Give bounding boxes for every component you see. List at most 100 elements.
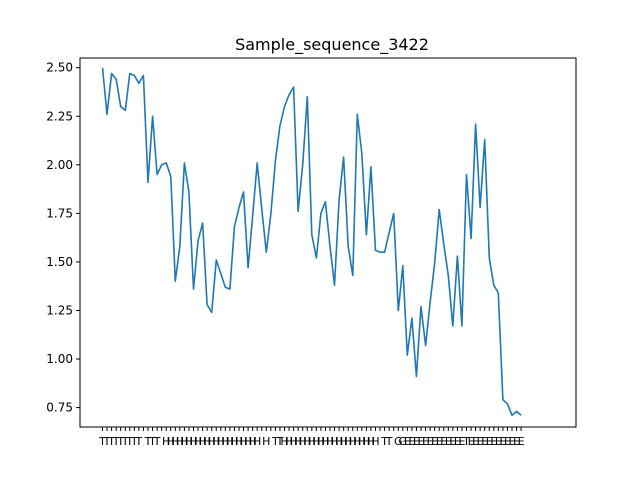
y-tick-label: 0.75 <box>46 401 73 415</box>
x-tick-label: H <box>280 435 288 448</box>
chart-title: Sample_sequence_3422 <box>235 35 429 55</box>
x-tick-label: E <box>486 435 493 448</box>
x-tick-label: H <box>326 435 334 448</box>
plot-frame <box>79 57 577 428</box>
x-tick-label: H <box>171 435 179 448</box>
x-tick-label: H <box>230 435 238 448</box>
x-tick-label: T <box>148 435 156 448</box>
y-tick-label: 2.00 <box>46 158 73 172</box>
x-tick-label: H <box>285 435 293 448</box>
x-tick-label: H <box>249 435 257 448</box>
x-tick-label: T <box>121 435 129 448</box>
x-tick-label: H <box>317 435 325 448</box>
y-tick-label: 1.25 <box>46 303 73 317</box>
x-tick-label: T <box>380 435 388 448</box>
x-tick-label: E <box>445 435 452 448</box>
x-tick-label: E <box>449 435 456 448</box>
x-tick-label: E <box>490 435 497 448</box>
x-tick-label: E <box>427 435 434 448</box>
x-tick-label: G <box>399 435 408 448</box>
x-tick-label: H <box>308 435 316 448</box>
y-tick-label: 2.25 <box>46 109 73 123</box>
x-tick-label: H <box>294 435 302 448</box>
x-tick-label: H <box>344 435 352 448</box>
x-tick-label: T <box>462 435 470 448</box>
y-tick-label: 2.50 <box>46 61 73 75</box>
x-tick-label: E <box>481 435 488 448</box>
x-tick-label: E <box>418 435 425 448</box>
x-tick-label: E <box>472 435 479 448</box>
x-tick-label: H <box>358 435 366 448</box>
x-tick-label: E <box>454 435 461 448</box>
x-tick-label: E <box>468 435 475 448</box>
x-tick-label: T <box>125 435 133 448</box>
x-tick-label: T <box>153 435 161 448</box>
x-tick-label: E <box>408 435 415 448</box>
x-tick-label: H <box>185 435 193 448</box>
x-tick-label: H <box>176 435 184 448</box>
x-tick-label: H <box>235 435 243 448</box>
x-tick-label: G <box>394 435 403 448</box>
x-tick-label: H <box>335 435 343 448</box>
x-tick-label: E <box>513 435 520 448</box>
x-tick-label: T <box>103 435 111 448</box>
x-tick-label: H <box>253 435 261 448</box>
x-tick-label: H <box>299 435 307 448</box>
x-tick-label: H <box>371 435 379 448</box>
x-tick-label: H <box>362 435 370 448</box>
x-tick-label: H <box>239 435 247 448</box>
x-tick-label: T <box>385 435 393 448</box>
x-tick-label: T <box>135 435 143 448</box>
x-tick-label: H <box>330 435 338 448</box>
x-tick-label: E <box>431 435 438 448</box>
x-tick-label: H <box>167 435 175 448</box>
x-tick-label: T <box>271 435 279 448</box>
x-tick-label: H <box>221 435 229 448</box>
y-tick-label: 1.75 <box>46 206 73 220</box>
x-tick-label: H <box>217 435 225 448</box>
x-tick-label: T <box>116 435 124 448</box>
x-tick-label: T <box>144 435 152 448</box>
x-tick-label: E <box>458 435 465 448</box>
x-tick-label: E <box>504 435 511 448</box>
x-tick-label: H <box>340 435 348 448</box>
y-tick-label: 1.50 <box>46 255 73 269</box>
plot-series <box>101 67 522 417</box>
x-tick-label: H <box>289 435 297 448</box>
x-tick-label: T <box>107 435 115 448</box>
y-axis: 0.75 1.00 1.25 1.50 1.75 2.00 2.25 2.50 <box>46 61 80 415</box>
x-tick-label: H <box>198 435 206 448</box>
x-tick-label: H <box>180 435 188 448</box>
x-tick-label: H <box>162 435 170 448</box>
x-tick-label: H <box>226 435 234 448</box>
x-tick-label: E <box>518 435 525 448</box>
x-tick-label: E <box>495 435 502 448</box>
x-tick-label: H <box>244 435 252 448</box>
x-tick-label: H <box>367 435 375 448</box>
x-tick-label: H <box>353 435 361 448</box>
x-tick-label: E <box>477 435 484 448</box>
x-tick-label: H <box>349 435 357 448</box>
x-tick-label: E <box>499 435 506 448</box>
x-tick-label: E <box>404 435 411 448</box>
series-line <box>101 67 522 417</box>
x-tick-label: E <box>509 435 516 448</box>
x-tick-label: E <box>440 435 447 448</box>
x-tick-label: T <box>98 435 106 448</box>
x-tick-label: H <box>208 435 216 448</box>
y-tick-label: 1.00 <box>46 352 73 366</box>
x-tick-label: T <box>130 435 138 448</box>
x-tick-label: T <box>112 435 120 448</box>
x-tick-label: H <box>312 435 320 448</box>
x-tick-label: H <box>194 435 202 448</box>
x-tick-label: T <box>276 435 284 448</box>
x-tick-label: H <box>189 435 197 448</box>
x-tick-label: H <box>212 435 220 448</box>
x-tick-label: H <box>303 435 311 448</box>
x-tick-label: H <box>321 435 329 448</box>
x-tick-label: E <box>436 435 443 448</box>
x-tick-label: E <box>413 435 420 448</box>
x-tick-label: H <box>203 435 211 448</box>
